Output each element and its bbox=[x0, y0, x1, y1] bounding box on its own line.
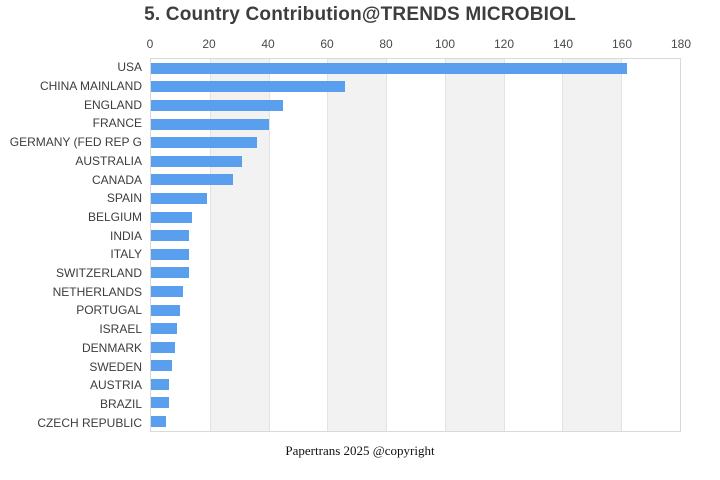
gridline bbox=[503, 59, 505, 431]
bar bbox=[151, 248, 190, 260]
bar-row bbox=[151, 171, 680, 190]
gridline bbox=[268, 59, 270, 431]
gridline bbox=[621, 59, 623, 431]
bar bbox=[151, 397, 169, 409]
y-axis-labels: USA CHINA MAINLAND ENGLAND FRANCE GERMANY (F… bbox=[0, 58, 146, 432]
plot-band bbox=[444, 59, 504, 431]
bar bbox=[151, 62, 628, 74]
y-axis-label: ITALY bbox=[110, 247, 142, 262]
bar bbox=[151, 99, 284, 111]
bar bbox=[151, 360, 172, 372]
x-tick-label: 0 bbox=[146, 37, 154, 51]
y-axis-label: AUSTRALIA bbox=[75, 153, 142, 168]
bar bbox=[151, 230, 190, 242]
bar bbox=[151, 416, 166, 428]
bar bbox=[151, 155, 243, 167]
bar bbox=[151, 174, 234, 186]
y-axis-label: DENMARK bbox=[81, 340, 142, 355]
bar bbox=[151, 285, 184, 297]
plot-band bbox=[268, 59, 328, 431]
x-tick-label: 120 bbox=[493, 37, 515, 51]
x-tick-label: 160 bbox=[611, 37, 633, 51]
bar-row bbox=[151, 78, 680, 97]
y-axis-label: SPAIN bbox=[106, 191, 142, 206]
bar bbox=[151, 118, 269, 130]
bar-row bbox=[151, 208, 680, 227]
bar bbox=[151, 137, 257, 149]
plot-band bbox=[562, 59, 622, 431]
gridline bbox=[327, 59, 329, 431]
plot-band bbox=[503, 59, 563, 431]
y-axis-label: SWEDEN bbox=[89, 359, 142, 374]
x-tick-label: 60 bbox=[320, 37, 334, 51]
bar bbox=[151, 341, 175, 353]
gridline bbox=[209, 59, 211, 431]
x-tick-label: 140 bbox=[552, 37, 574, 51]
bar bbox=[151, 378, 169, 390]
y-axis-label: ENGLAND bbox=[83, 97, 142, 112]
bar-row bbox=[151, 412, 680, 431]
bar bbox=[151, 81, 345, 93]
y-axis-label: CHINA MAINLAND bbox=[39, 79, 142, 94]
bar-row bbox=[151, 375, 680, 394]
gridline bbox=[562, 59, 564, 431]
bar bbox=[151, 267, 190, 279]
chart-title: 5. Country Contribution@TRENDS MICROBIOL bbox=[144, 4, 576, 25]
y-axis-label: INDIA bbox=[109, 228, 142, 243]
plot-band bbox=[327, 59, 387, 431]
bar-row bbox=[151, 319, 680, 338]
gridlines bbox=[151, 59, 680, 431]
x-tick-label: 20 bbox=[202, 37, 216, 51]
plot-band bbox=[621, 59, 680, 431]
plot-band bbox=[386, 59, 445, 431]
bar-rows bbox=[151, 59, 680, 431]
y-axis-label: AUSTRIA bbox=[89, 378, 142, 393]
x-tick-label: 180 bbox=[670, 37, 692, 51]
x-tick-label: 40 bbox=[261, 37, 275, 51]
x-tick-label: 100 bbox=[434, 37, 456, 51]
x-tick-label: 80 bbox=[379, 37, 393, 51]
gridline bbox=[386, 59, 388, 431]
bar bbox=[151, 323, 178, 335]
y-axis-label: GERMANY (FED REP G bbox=[9, 135, 142, 150]
plot-area bbox=[150, 58, 681, 432]
y-axis-label: NETHERLANDS bbox=[52, 284, 142, 299]
y-axis-label: SWITZERLAND bbox=[55, 266, 142, 281]
y-axis-label: PORTUGAL bbox=[76, 303, 142, 318]
y-axis-label: BRAZIL bbox=[99, 397, 142, 411]
bar bbox=[151, 211, 193, 223]
y-axis-label: ISRAEL bbox=[99, 322, 142, 337]
bar-row bbox=[151, 282, 680, 301]
y-axis-label: CANADA bbox=[91, 172, 142, 187]
bar-row bbox=[151, 189, 680, 208]
bar-row bbox=[151, 226, 680, 245]
bar bbox=[151, 304, 181, 316]
bar-row bbox=[151, 394, 680, 413]
gridline bbox=[444, 59, 446, 431]
y-axis-label: USA bbox=[117, 60, 142, 75]
bar-row bbox=[151, 115, 680, 134]
bar-row bbox=[151, 301, 680, 320]
bar-row bbox=[151, 357, 680, 376]
bar-row bbox=[151, 338, 680, 357]
footer-text: Papertrans 2025 @copyright bbox=[285, 443, 435, 458]
bar-row bbox=[151, 59, 680, 78]
bar-row bbox=[151, 152, 680, 171]
bar-row bbox=[151, 264, 680, 283]
y-axis-label: CZECH REPUBLIC bbox=[37, 415, 142, 430]
y-axis-label: BELGIUM bbox=[87, 209, 142, 224]
y-axis-label: FRANCE bbox=[92, 116, 142, 131]
bar-row bbox=[151, 133, 680, 152]
bar bbox=[151, 192, 207, 204]
x-axis: 0 20 40 60 80 100 120 140 160 180 bbox=[0, 37, 720, 53]
bar-row bbox=[151, 96, 680, 115]
bar-row bbox=[151, 245, 680, 264]
